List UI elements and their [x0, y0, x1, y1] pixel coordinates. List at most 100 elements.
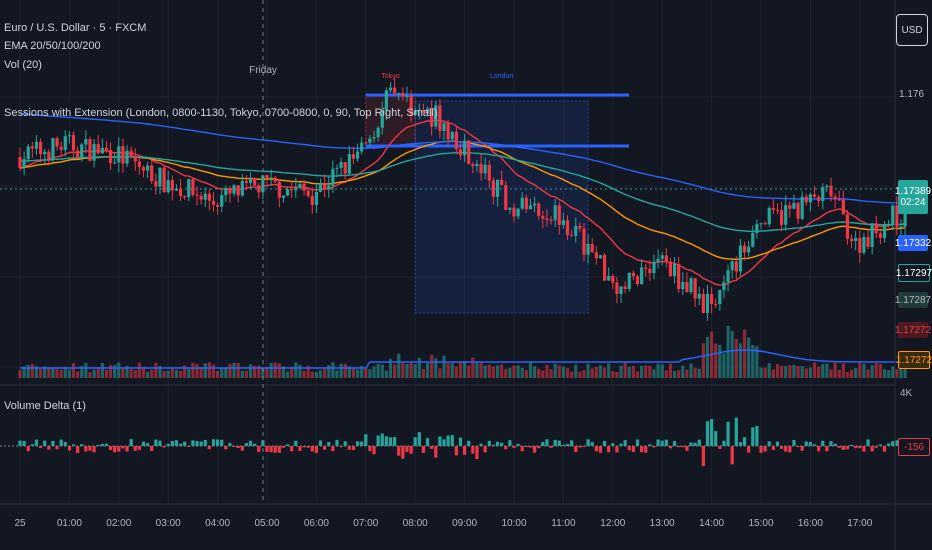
delta-bar — [187, 446, 191, 448]
volume-bar — [121, 368, 125, 378]
volume-bar — [866, 369, 870, 378]
candle — [672, 264, 677, 277]
volume-bar — [615, 371, 619, 378]
volume-bar — [520, 367, 524, 378]
volume-bar — [430, 354, 434, 378]
volume-bar — [557, 365, 561, 378]
candle — [269, 177, 273, 179]
candle — [804, 196, 808, 203]
delta-bar — [178, 443, 183, 446]
volume-bar — [804, 368, 808, 378]
delta-bar — [43, 440, 47, 446]
candle — [331, 168, 335, 186]
delta-bar — [458, 437, 463, 446]
delta-bar — [277, 446, 281, 453]
last-price-value: 1.17389 — [894, 186, 932, 197]
time-tick: 15:00 — [748, 518, 773, 529]
volume-bar — [220, 367, 224, 378]
volume-bar — [125, 365, 129, 378]
volume-bar — [495, 365, 500, 378]
volume-bar — [685, 369, 689, 378]
volume-bar — [475, 362, 479, 378]
candle — [504, 185, 508, 210]
delta-bar — [594, 446, 598, 452]
candle — [442, 123, 446, 131]
delta-bar — [154, 439, 158, 446]
volume-bar — [191, 362, 195, 378]
volume-bar — [434, 358, 438, 378]
currency-badge[interactable]: USD — [896, 14, 928, 46]
delta-bar — [779, 446, 784, 449]
candle — [166, 180, 170, 193]
candle — [224, 188, 228, 196]
candle — [88, 139, 92, 161]
candle — [796, 202, 800, 219]
candle — [92, 143, 96, 161]
delta-bar — [681, 446, 685, 448]
delta-bar — [327, 442, 331, 446]
volume-bar — [565, 368, 570, 378]
candle — [574, 225, 578, 236]
candle — [454, 131, 458, 150]
candle — [59, 146, 63, 151]
volume-bar — [405, 363, 409, 378]
candle — [351, 154, 356, 159]
delta-bar — [697, 439, 701, 446]
ema-legend[interactable]: EMA 20/50/100/200 — [4, 40, 101, 52]
time-tick: 13:00 — [650, 518, 675, 529]
volume-bar — [154, 362, 158, 378]
delta-bar — [512, 446, 516, 448]
volume-bar — [30, 363, 34, 378]
delta-bar — [862, 446, 866, 452]
candle — [870, 223, 874, 247]
candle — [355, 151, 360, 159]
delta-bar — [339, 446, 343, 448]
volume-bar — [483, 365, 487, 378]
candle — [310, 195, 314, 205]
time-tick: 08:00 — [403, 518, 428, 529]
delta-bar — [738, 442, 743, 446]
volume-bar — [524, 370, 528, 378]
delta-bar — [767, 441, 771, 446]
volume-bar — [792, 365, 796, 378]
candle — [817, 196, 821, 202]
candle — [364, 142, 368, 144]
candle — [631, 272, 635, 277]
candle — [784, 205, 788, 225]
volume-bar — [701, 343, 705, 378]
candle — [401, 93, 405, 97]
volume-bar — [253, 365, 257, 378]
volume-bar — [55, 369, 59, 378]
symbol-title[interactable]: Euro / U.S. Dollar · 5 · FXCM — [4, 22, 147, 34]
candle — [862, 236, 866, 253]
delta-bar — [763, 446, 767, 452]
volume-bar — [347, 366, 351, 378]
delta-bar — [372, 446, 376, 455]
volume-bar — [467, 365, 471, 378]
volume-bar — [849, 369, 854, 378]
vol-legend[interactable]: Vol (20) — [4, 59, 42, 71]
candle — [487, 164, 491, 181]
candle — [187, 179, 191, 198]
volume-bar — [265, 366, 269, 378]
candle — [730, 261, 734, 271]
delta-bar — [471, 446, 475, 454]
candle — [471, 164, 475, 167]
delta-bar — [652, 446, 656, 448]
volume-bar — [211, 364, 216, 378]
volume-delta-legend[interactable]: Volume Delta (1) — [4, 400, 86, 412]
candle — [290, 189, 294, 191]
candle — [602, 255, 607, 281]
delta-bar — [545, 439, 549, 446]
sessions-legend[interactable]: Sessions with Extension (London, 0800-11… — [4, 107, 438, 119]
delta-bar — [878, 444, 882, 446]
volume-bar — [393, 364, 397, 378]
candle — [121, 146, 125, 164]
volume-bar — [88, 371, 92, 378]
candle — [133, 156, 137, 162]
volume-bar — [652, 369, 656, 378]
delta-bar — [55, 446, 59, 450]
delta-bar — [133, 446, 137, 451]
delta-bar — [199, 441, 203, 446]
